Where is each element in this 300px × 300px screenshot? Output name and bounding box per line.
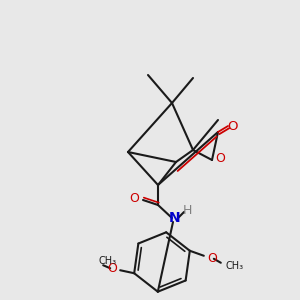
- Text: N: N: [169, 211, 181, 225]
- Text: O: O: [227, 119, 237, 133]
- Text: CH₃: CH₃: [98, 256, 116, 266]
- Text: O: O: [129, 193, 139, 206]
- Text: CH₃: CH₃: [226, 261, 244, 271]
- Text: O: O: [215, 152, 225, 166]
- Text: O: O: [107, 262, 117, 275]
- Text: H: H: [182, 203, 192, 217]
- Text: O: O: [207, 252, 217, 265]
